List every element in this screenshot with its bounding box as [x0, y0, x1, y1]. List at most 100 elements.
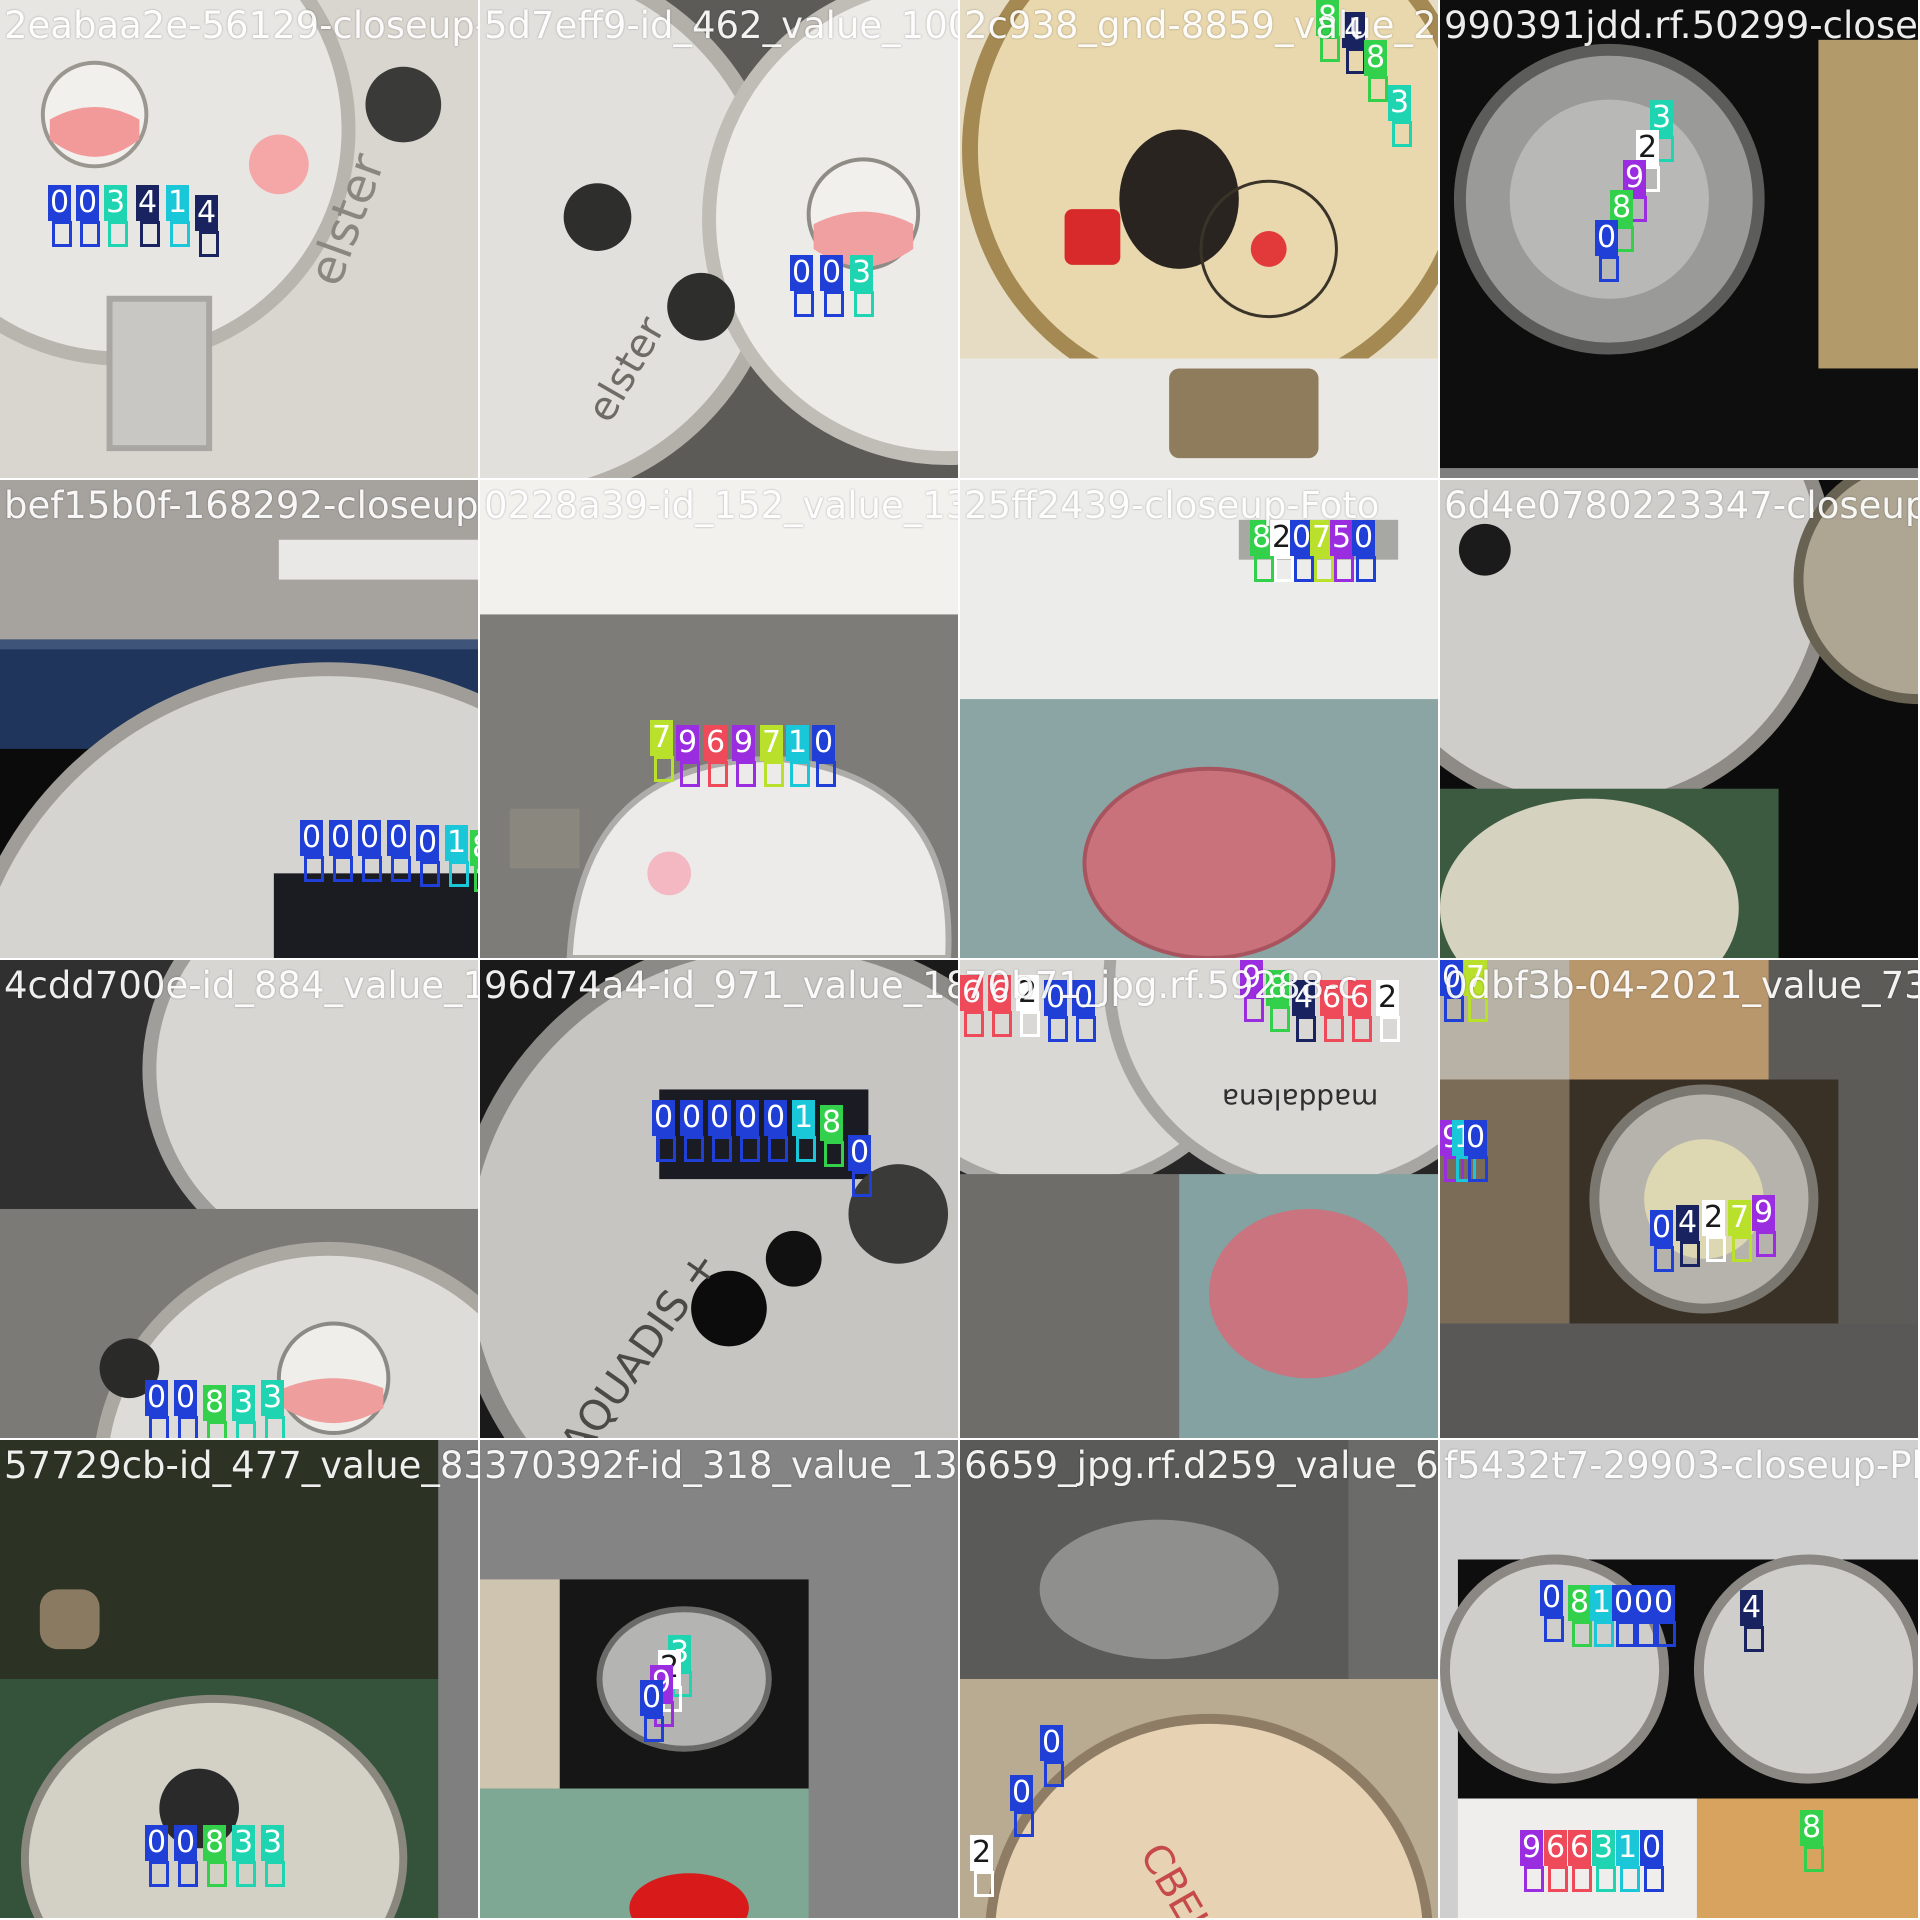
digit-bounding-box: [684, 1136, 704, 1162]
digit-label: 3: [1592, 1830, 1615, 1866]
tile: 6d4e0780223347-closeup-F: [1440, 480, 1920, 960]
digit-bounding-box: [1254, 556, 1274, 582]
tile-title: 6659_jpg.rf.d259_value_647_jpg.rf.52: [964, 1444, 1440, 1487]
tile: 0791004279 0dbf3b-04-2021_value_738: [1440, 960, 1920, 1440]
meter-photo: [1440, 1440, 1918, 1918]
digit-bounding-box: [207, 1421, 227, 1440]
digit-bounding-box: [824, 1141, 844, 1167]
digit-label: 9: [1520, 1830, 1543, 1866]
digit-label: 8: [1568, 1585, 1591, 1621]
digit-label: 8: [470, 830, 480, 866]
digit-label: 0: [145, 1380, 168, 1416]
digit-bounding-box: [1368, 76, 1388, 102]
digit-bounding-box: [236, 1861, 256, 1887]
digit-label: 0: [848, 1135, 871, 1171]
digit-bounding-box: [149, 1861, 169, 1887]
digit-bounding-box: [1616, 1621, 1636, 1647]
digit-bounding-box: [708, 761, 728, 787]
digit-bounding-box: [1294, 556, 1314, 582]
digit-bounding-box: [1334, 556, 1354, 582]
digit-label: 0: [1540, 1580, 1563, 1616]
meter-photo: [0, 480, 478, 958]
digit-label: 0: [329, 820, 352, 856]
digit-bounding-box: [790, 761, 810, 787]
digit-label: 2: [1376, 980, 1399, 1016]
digit-label: 0: [736, 1100, 759, 1136]
digit-label: 0: [1650, 1210, 1673, 1246]
digit-label: 0: [145, 1825, 168, 1861]
digit-bounding-box: [304, 856, 324, 882]
digit-bounding-box: [420, 861, 440, 887]
digit-bounding-box: [1548, 1866, 1568, 1892]
digit-bounding-box: [1314, 556, 1334, 582]
digit-label: 8: [203, 1385, 226, 1421]
digit-bounding-box: [362, 856, 382, 882]
meter-photo: [1440, 480, 1918, 958]
digit-label: 0: [1595, 220, 1618, 256]
digit-bounding-box: [178, 1861, 198, 1887]
digit-label: 3: [104, 185, 127, 221]
digit-bounding-box: [449, 861, 469, 887]
digit-label: 4: [1676, 1205, 1699, 1241]
digit-bounding-box: [816, 761, 836, 787]
digit-bounding-box: [1346, 48, 1366, 74]
digit-label: 3: [232, 1825, 255, 1861]
digit-label: 1: [786, 725, 809, 761]
digit-bounding-box: [236, 1421, 256, 1440]
tile: 3290 370392f-id_318_value_136: [480, 1440, 960, 1920]
digit-bounding-box: [178, 1416, 198, 1440]
meter-photo: AQUADIS +: [480, 960, 958, 1438]
tile: AQUADIS + 00000180 96d74a4-id_971_value_…: [480, 960, 960, 1440]
digit-bounding-box: [1756, 1231, 1776, 1257]
digit-bounding-box: [656, 1136, 676, 1162]
digit-bounding-box: [140, 221, 160, 247]
digit-bounding-box: [794, 291, 814, 317]
digit-bounding-box: [974, 1871, 994, 1897]
digit-bounding-box: [391, 856, 411, 882]
digit-bounding-box: [740, 1136, 760, 1162]
digit-label: 0: [1652, 1585, 1675, 1621]
digit-label: 0: [76, 185, 99, 221]
digit-bounding-box: [1596, 1866, 1616, 1892]
digit-bounding-box: [1392, 121, 1412, 147]
digit-label: 4: [195, 195, 218, 231]
digit-bounding-box: [108, 221, 128, 247]
digit-bounding-box: [764, 761, 784, 787]
tile-title: 370392f-id_318_value_136: [484, 1444, 960, 1487]
digit-label: 8: [203, 1825, 226, 1861]
svg-text:maddalena: maddalena: [1222, 1082, 1378, 1115]
digit-bounding-box: [712, 1136, 732, 1162]
digit-bounding-box: [854, 291, 874, 317]
tile: elster 003 5d7eff9-id_462_value_100_jpg.…: [480, 0, 960, 480]
digit-bounding-box: [1804, 1846, 1824, 1872]
digit-label: 0: [708, 1100, 731, 1136]
meter-photo: [480, 480, 958, 958]
digit-bounding-box: [1352, 1016, 1372, 1042]
digit-label: 2: [970, 1835, 993, 1871]
digit-bounding-box: [964, 1011, 984, 1037]
digit-bounding-box: [1356, 556, 1376, 582]
digit-bounding-box: [1296, 1016, 1316, 1042]
digit-bounding-box: [680, 761, 700, 787]
digit-bounding-box: [796, 1136, 816, 1162]
digit-label: 1: [1616, 1830, 1639, 1866]
digit-label: 6: [1544, 1830, 1567, 1866]
tile-title: 2eabaa2e-56129-closeup-3-f5_jpg.rf.2a435…: [4, 4, 480, 47]
digit-bounding-box: [1680, 1241, 1700, 1267]
digit-bounding-box: [80, 221, 100, 247]
digit-bounding-box: [1020, 1011, 1040, 1037]
digit-label: 0: [358, 820, 381, 856]
meter-photo: [0, 960, 478, 1438]
digit-label: 0: [680, 1100, 703, 1136]
digit-bounding-box: [644, 1716, 664, 1742]
tile-title: 6d4e0780223347-closeup-F: [1444, 484, 1920, 527]
meter-photo: elster: [480, 0, 958, 478]
digit-label: 6: [1568, 1830, 1591, 1866]
digit-bounding-box: [1076, 1016, 1096, 1042]
digit-label: 8: [820, 1105, 843, 1141]
meter-photo: [480, 1440, 958, 1918]
tile: 820750 25ff2439-closeup-Foto: [960, 480, 1440, 960]
